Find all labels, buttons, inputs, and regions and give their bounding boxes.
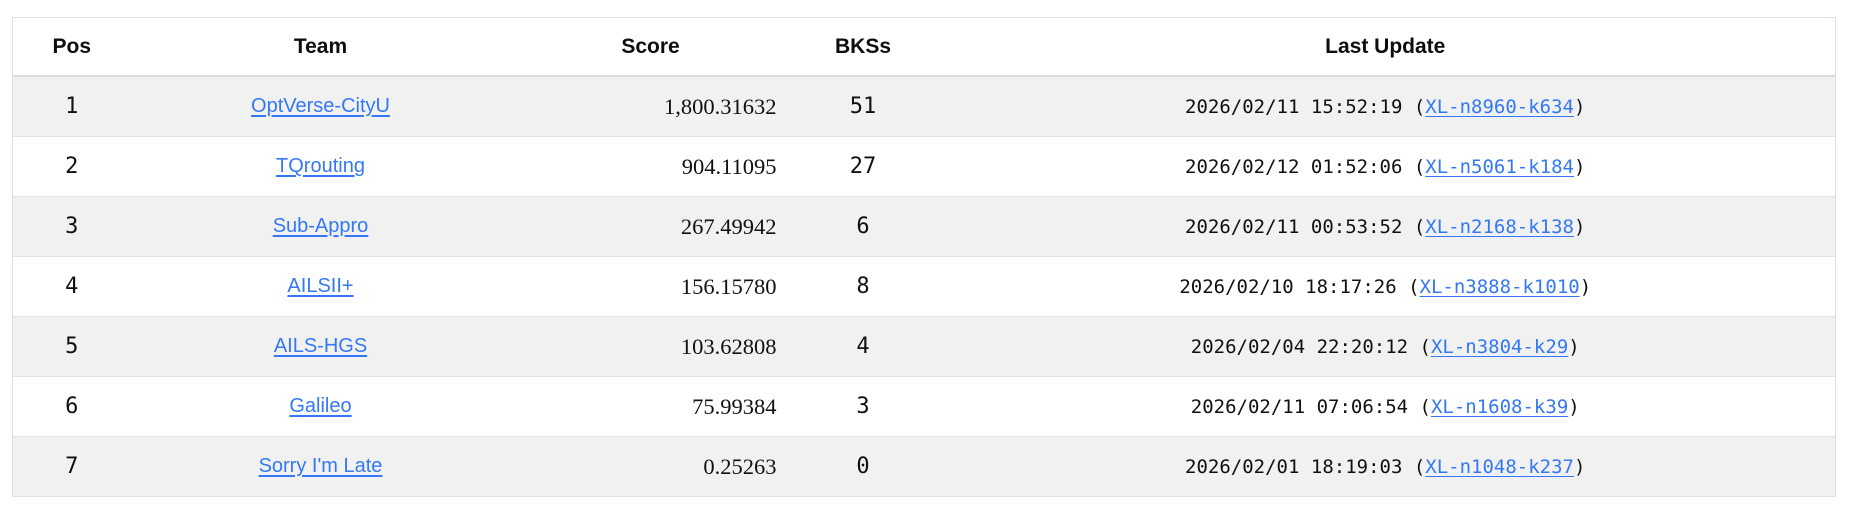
bkss-cell: 4 — [856, 334, 870, 359]
timestamp-text: 2026/02/12 01:52:06 ( — [1185, 155, 1426, 178]
bkss-cell: 0 — [856, 454, 870, 479]
table-row: 1 OptVerse-CityU 1,800.31632 51 2026/02/11 1… — [12, 76, 1836, 137]
last-update-cell: 2026/02/11 15:52:19 (XL-n8960-k634) — [936, 76, 1836, 137]
table-row: 2 TQrouting 904.11095 27 2026/02/12 01:52:06… — [12, 136, 1836, 197]
instance-link[interactable]: XL-n2168-k138 — [1425, 215, 1574, 238]
bkss-cell: 51 — [849, 94, 877, 119]
timestamp-text: 2026/02/04 22:20:12 ( — [1190, 335, 1431, 358]
table-row: 6 Galileo 75.99384 3 2026/02/11 07:06:54 (XL… — [12, 376, 1836, 437]
column-header-last-update: Last Update — [935, 17, 1836, 77]
pos-cell: 6 — [65, 394, 79, 419]
pos-cell: 3 — [65, 214, 79, 239]
column-header-bkss: BKSs — [790, 17, 936, 77]
last-update-cell: 2026/02/11 07:06:54 (XL-n1608-k39) — [936, 377, 1836, 437]
last-update-cell: 2026/02/12 01:52:06 (XL-n5061-k184) — [936, 137, 1836, 197]
timestamp-text: 2026/02/11 15:52:19 ( — [1185, 95, 1426, 118]
table-row: 4 AILSII+ 156.15780 8 2026/02/10 18:17:26 (X… — [12, 256, 1836, 317]
team-cell: OptVerse-CityU — [131, 76, 511, 137]
instance-link[interactable]: XL-n8960-k634 — [1425, 95, 1574, 118]
column-header-pos: Pos — [12, 17, 131, 77]
team-cell: AILSII+ — [131, 257, 511, 317]
instance-link[interactable]: XL-n1608-k39 — [1430, 395, 1569, 418]
bkss-cell: 8 — [856, 274, 870, 299]
close-paren-text: ) — [1579, 275, 1592, 298]
pos-cell: 4 — [65, 274, 79, 299]
table-row: 3 Sub-Appro 267.49942 6 2026/02/11 00:53:52 … — [12, 196, 1836, 257]
team-link[interactable]: AILS-HGS — [273, 335, 368, 357]
instance-link[interactable]: XL-n3888-k1010 — [1419, 275, 1580, 298]
table-row: 5 AILS-HGS 103.62808 4 2026/02/04 22:20:12 (… — [12, 316, 1836, 377]
score-cell: 904.11095 — [681, 153, 777, 179]
instance-link[interactable]: XL-n5061-k184 — [1425, 155, 1574, 178]
bkss-cell: 6 — [856, 214, 870, 239]
timestamp-text: 2026/02/11 00:53:52 ( — [1185, 215, 1426, 238]
instance-link[interactable]: XL-n1048-k237 — [1425, 455, 1574, 478]
table-row: 7 Sorry I'm Late 0.25263 0 2026/02/01 18:19:… — [12, 436, 1836, 497]
pos-cell: 5 — [65, 334, 79, 359]
leaderboard-container: Pos Team Score BKSs Last Update 1 OptVers… — [12, 17, 1836, 497]
team-cell: AILS-HGS — [131, 317, 511, 377]
pos-cell: 2 — [65, 154, 79, 179]
close-paren-text: ) — [1568, 335, 1580, 358]
close-paren-text: ) — [1573, 215, 1586, 238]
team-link[interactable]: Sorry I'm Late — [258, 455, 383, 477]
timestamp-text: 2026/02/01 18:19:03 ( — [1185, 455, 1426, 478]
team-link[interactable]: Galileo — [289, 395, 352, 417]
last-update-cell: 2026/02/11 00:53:52 (XL-n2168-k138) — [936, 197, 1836, 257]
score-cell: 267.49942 — [680, 213, 777, 239]
leaderboard-table: Pos Team Score BKSs Last Update 1 OptVers… — [12, 17, 1836, 497]
team-link[interactable]: AILSII+ — [287, 275, 354, 297]
leaderboard-header: Pos Team Score BKSs Last Update — [12, 17, 1836, 77]
close-paren-text: ) — [1568, 395, 1580, 418]
score-cell: 75.99384 — [692, 393, 777, 419]
close-paren-text: ) — [1573, 155, 1586, 178]
score-cell: 103.62808 — [680, 333, 777, 359]
last-update-cell: 2026/02/01 18:19:03 (XL-n1048-k237) — [936, 437, 1836, 497]
bkss-cell: 3 — [856, 394, 870, 419]
leaderboard-body: 1 OptVerse-CityU 1,800.31632 51 2026/02/11 1… — [12, 76, 1836, 497]
column-header-score: Score — [510, 17, 791, 77]
team-link[interactable]: TQrouting — [276, 155, 365, 177]
team-cell: Sub-Appro — [131, 197, 511, 257]
column-header-team: Team — [130, 17, 511, 77]
team-cell: Sorry I'm Late — [131, 437, 511, 497]
pos-cell: 7 — [65, 454, 79, 479]
timestamp-text: 2026/02/11 07:06:54 ( — [1190, 395, 1431, 418]
last-update-cell: 2026/02/04 22:20:12 (XL-n3804-k29) — [936, 317, 1836, 377]
header-row: Pos Team Score BKSs Last Update — [12, 17, 1836, 77]
close-paren-text: ) — [1573, 95, 1586, 118]
score-cell: 1,800.31632 — [664, 93, 777, 119]
team-cell: Galileo — [131, 377, 511, 437]
team-link[interactable]: OptVerse-CityU — [251, 95, 390, 117]
timestamp-text: 2026/02/10 18:17:26 ( — [1179, 275, 1420, 298]
close-paren-text: ) — [1573, 455, 1586, 478]
score-cell: 0.25263 — [703, 453, 777, 479]
team-cell: TQrouting — [131, 137, 511, 197]
bkss-cell: 27 — [849, 154, 877, 179]
last-update-cell: 2026/02/10 18:17:26 (XL-n3888-k1010) — [936, 257, 1836, 317]
pos-cell: 1 — [65, 94, 79, 119]
score-cell: 156.15780 — [680, 273, 777, 299]
instance-link[interactable]: XL-n3804-k29 — [1430, 335, 1569, 358]
team-link[interactable]: Sub-Appro — [272, 215, 369, 237]
